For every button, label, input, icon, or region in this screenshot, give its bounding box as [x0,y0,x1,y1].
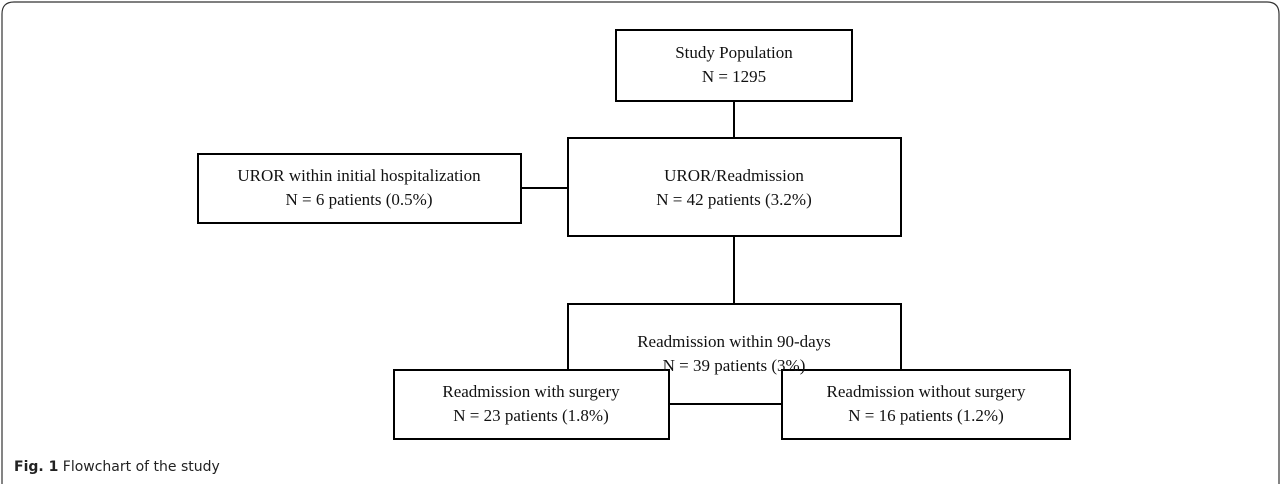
caption-text: Flowchart of the study [62,459,220,475]
boxes [197,29,1071,440]
node-label: UROR within initial hospitalization [237,166,481,185]
node-detail: N = 39 patients (3%) [663,356,806,375]
caption: Fig. 1 Flowchart of the study [14,459,220,475]
node-label: Study Population [675,43,793,62]
node-label: UROR/Readmission [664,166,804,185]
caption-label: Fig. 1 [14,459,59,475]
node-label: Readmission with surgery [442,382,620,401]
node-detail: N = 23 patients (1.8%) [453,406,608,425]
node-label: Readmission without surgery [827,382,1026,401]
node-detail: N = 42 patients (3.2%) [656,190,811,209]
node-detail: N = 6 patients (0.5%) [286,190,433,209]
node-label: Readmission within 90-days [637,332,831,351]
node-detail: N = 1295 [702,67,766,86]
node-detail: N = 16 patients (1.2%) [848,406,1003,425]
